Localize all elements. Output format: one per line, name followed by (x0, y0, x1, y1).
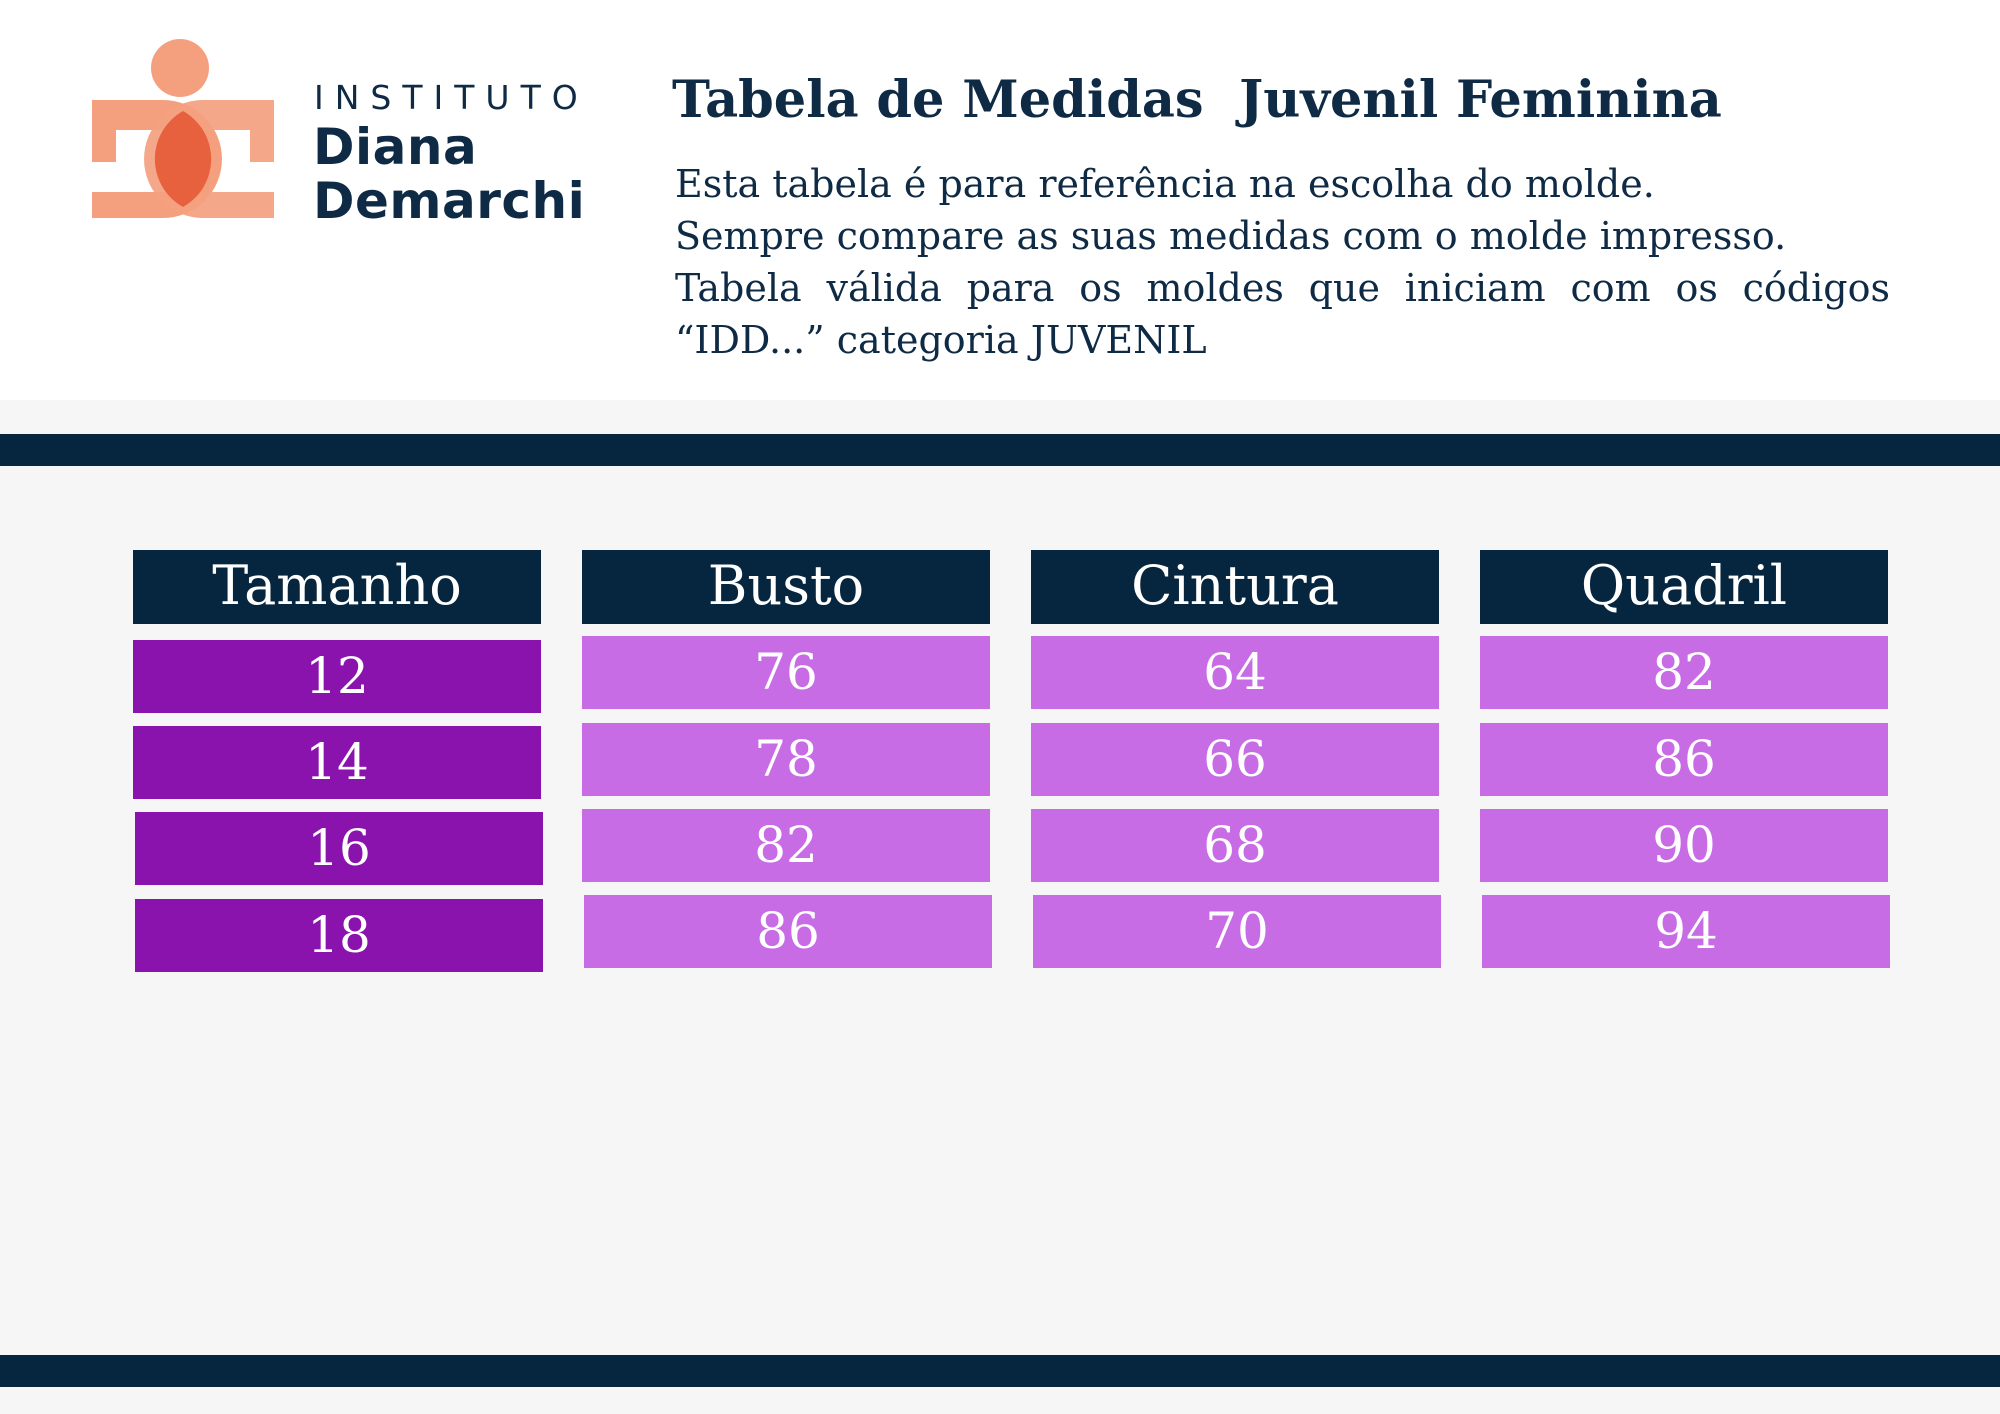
column-header: Cintura (1031, 550, 1439, 624)
column-busto: Busto 76 78 82 86 (582, 550, 992, 968)
column-header: Tamanho (133, 550, 541, 624)
value-cell: 82 (582, 809, 990, 882)
logo-text-diana: Diana (313, 118, 478, 176)
column-header: Busto (582, 550, 990, 624)
description-line: Tabela válida para os moldes que iniciam… (675, 266, 1890, 310)
page-title: Tabela de Medidas Juvenil Feminina (672, 70, 1722, 130)
column-tamanho: Tamanho 12 14 16 18 (133, 550, 543, 972)
value-cell: 94 (1482, 895, 1890, 968)
size-cell: 12 (133, 640, 541, 713)
value-cell: 86 (1480, 723, 1888, 796)
logo-mark-icon (92, 39, 274, 218)
description-line: Esta tabela é para referência na escolha… (675, 162, 1655, 206)
logo: INSTITUTO Diana Demarchi (88, 38, 608, 238)
description-line: “IDD...” categoria JUVENIL (675, 318, 1207, 362)
logo-text-instituto: INSTITUTO (314, 78, 589, 117)
size-cell: 18 (135, 899, 543, 972)
value-cell: 86 (584, 895, 992, 968)
bottom-divider-band (0, 1355, 2000, 1387)
value-cell: 90 (1480, 809, 1888, 882)
value-cell: 78 (582, 723, 990, 796)
value-cell: 64 (1031, 636, 1439, 709)
logo-text-demarchi: Demarchi (313, 172, 586, 230)
top-divider-band (0, 434, 2000, 466)
column-cintura: Cintura 64 66 68 70 (1031, 550, 1441, 968)
size-cell: 16 (135, 812, 543, 885)
description: Esta tabela é para referência na escolha… (675, 158, 1890, 366)
header: INSTITUTO Diana Demarchi Tabela de Medid… (0, 0, 2000, 400)
value-cell: 70 (1033, 895, 1441, 968)
value-cell: 82 (1480, 636, 1888, 709)
size-cell: 14 (133, 726, 541, 799)
value-cell: 66 (1031, 723, 1439, 796)
description-line: Sempre compare as suas medidas com o mol… (675, 214, 1787, 258)
column-header: Quadril (1480, 550, 1888, 624)
value-cell: 68 (1031, 809, 1439, 882)
column-quadril: Quadril 82 86 90 94 (1480, 550, 1890, 968)
value-cell: 76 (582, 636, 990, 709)
